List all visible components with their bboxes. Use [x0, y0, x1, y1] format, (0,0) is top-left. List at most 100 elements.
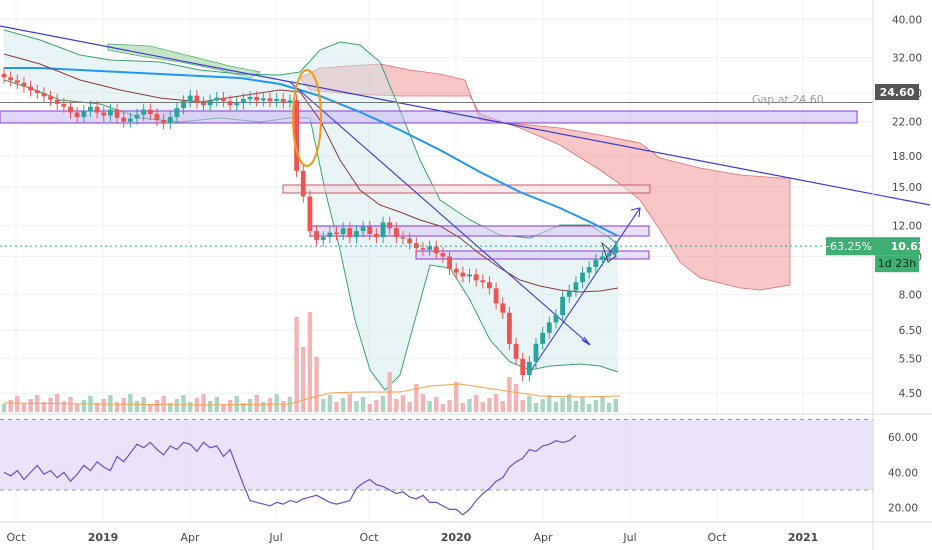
- candle-body: [573, 282, 579, 291]
- candle-body: [174, 108, 180, 117]
- candle-body: [21, 82, 27, 87]
- price-tick-label: 40.00: [892, 14, 922, 26]
- volume-bar: [500, 401, 505, 412]
- candle-body: [254, 96, 260, 101]
- volume-bar: [527, 396, 532, 412]
- volume-bar: [520, 400, 525, 412]
- volume-bar: [513, 384, 519, 412]
- volume-bar: [207, 401, 213, 412]
- candle-body: [500, 303, 506, 313]
- candle-body: [360, 226, 366, 232]
- gap-value-tag: [875, 84, 919, 100]
- candle-body: [28, 86, 33, 91]
- volume-bar: [154, 400, 160, 412]
- candle-body: [201, 102, 206, 106]
- trendline-long: [0, 25, 931, 206]
- gap-note-label: Gap at 24.60: [752, 93, 824, 106]
- gap-value-label: 24.60: [880, 86, 915, 99]
- volume-bar: [174, 399, 180, 412]
- candle-body: [141, 109, 147, 115]
- last-price-label: 10.62: [891, 240, 926, 253]
- time-tick-label: Jul: [622, 531, 636, 544]
- trendline-up-arrow: [630, 207, 641, 218]
- rsi-tick-label: 40.00: [888, 467, 918, 479]
- candle-body: [433, 246, 439, 254]
- volume-bar: [560, 398, 565, 412]
- candle-body: [194, 95, 200, 103]
- volume-bar: [480, 402, 485, 412]
- change-label: −63.25%: [821, 240, 872, 253]
- candle-body: [81, 111, 87, 117]
- price-tick-label: 18.00: [892, 151, 922, 163]
- candle-body: [74, 112, 80, 117]
- volume-bar: [414, 384, 419, 412]
- volume-bar: [181, 395, 186, 412]
- volume-bar: [121, 398, 126, 412]
- candle-body: [473, 274, 479, 281]
- rsi-tick-label: 20.00: [888, 503, 918, 515]
- time-tick-label: Apr: [533, 531, 553, 544]
- candle-body: [493, 288, 499, 304]
- price-tick-label: 6.50: [899, 325, 922, 337]
- candle-body: [487, 282, 492, 289]
- candle-body: [420, 248, 426, 250]
- volume-bar: [593, 400, 599, 412]
- candle-body: [387, 222, 393, 229]
- candle-body: [600, 256, 605, 260]
- zone-9-5: [415, 250, 650, 260]
- candle-body: [533, 343, 539, 362]
- brown-moving-average: [3, 53, 619, 293]
- candle-body: [447, 256, 452, 269]
- trendline-down: [289, 81, 591, 346]
- candle-body: [247, 96, 253, 100]
- volume-bar: [247, 399, 253, 412]
- volume-bar: [334, 402, 339, 412]
- volume-bar: [188, 402, 193, 412]
- volume-bar: [274, 394, 279, 412]
- volume-bar: [61, 401, 67, 412]
- candle-body: [340, 228, 346, 235]
- volume-bar: [573, 401, 579, 412]
- candle-body: [606, 253, 612, 257]
- candle-body: [526, 361, 532, 376]
- candle-body: [374, 234, 379, 238]
- price-tick-label: 22.00: [892, 117, 922, 129]
- volume-bar: [1, 404, 7, 412]
- volume-bar: [48, 398, 53, 412]
- candle-body: [154, 113, 160, 121]
- candle-body: [147, 109, 153, 114]
- candle-body: [34, 90, 40, 94]
- countdown-label: 1d 23h: [878, 257, 916, 270]
- candles: [1, 68, 619, 382]
- time-tick-label: 2019: [88, 531, 119, 544]
- candle-body: [400, 237, 406, 239]
- volume-bar: [314, 357, 319, 412]
- volume-bar: [540, 399, 545, 412]
- time-tick-label: Oct: [707, 531, 727, 544]
- volume-bar: [434, 397, 439, 412]
- time-tick-label: 2020: [441, 531, 472, 544]
- price-tick-label: 4.50: [899, 388, 922, 400]
- volume-bar: [221, 404, 226, 412]
- zone-14: [282, 184, 651, 194]
- candle-body: [181, 101, 186, 109]
- candle-body: [393, 228, 399, 238]
- volume-bar: [21, 403, 27, 412]
- volume-ma: [3, 383, 621, 406]
- volume-bar: [394, 399, 399, 412]
- volume-bar: [420, 394, 426, 412]
- volume-bar: [587, 404, 592, 412]
- zone-22: [0, 110, 858, 124]
- candle-body: [566, 290, 572, 297]
- candle-body: [354, 231, 359, 238]
- volume-bar: [374, 400, 379, 412]
- volume-bar: [74, 404, 80, 412]
- volume-bar: [227, 400, 233, 412]
- candle-body: [94, 106, 100, 113]
- candle-body: [161, 120, 166, 124]
- candle-body: [540, 332, 546, 344]
- highlight-ellipse: [292, 69, 322, 167]
- volume-bar: [407, 402, 412, 412]
